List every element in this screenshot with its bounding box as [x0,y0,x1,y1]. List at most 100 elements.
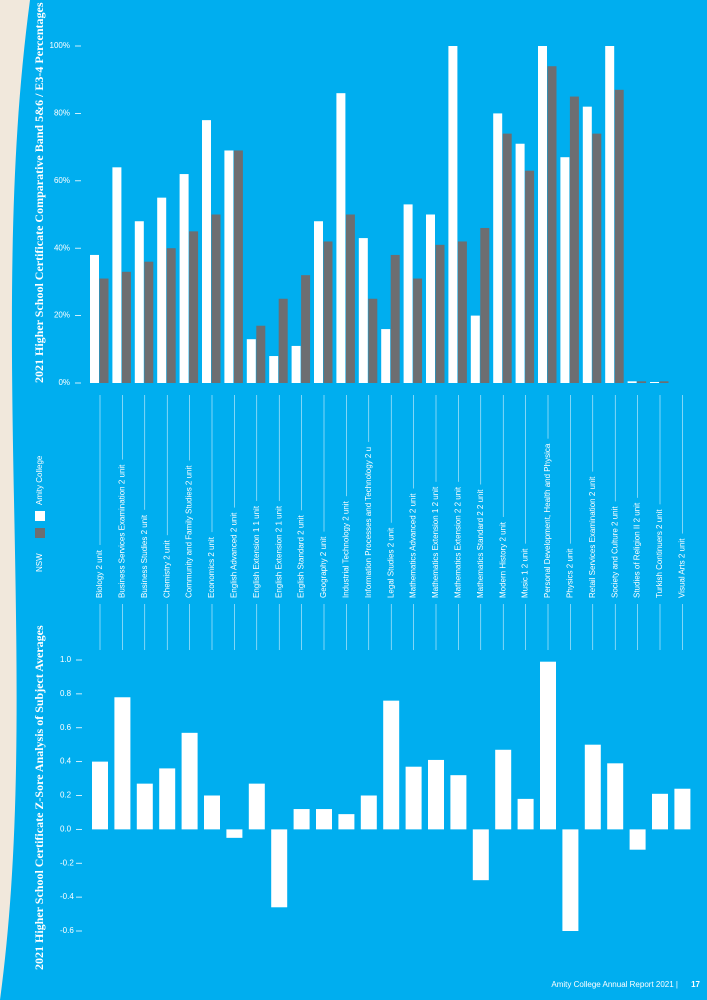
bar [269,356,279,383]
legend-swatch [35,511,45,521]
y-tick-label: 80% [54,109,70,118]
bar [345,214,355,383]
bar [569,96,579,384]
category-label: Industrial Technology 2 unit [342,500,351,598]
footer-page: 17 [691,980,700,989]
y-tick-label: 40% [54,243,70,252]
bar [547,66,557,383]
category-label: Physics 2 unit [566,548,575,598]
bar [99,278,109,383]
bar [426,214,435,383]
category-label: English Advanced 2 unit [230,512,239,598]
bar [607,763,624,830]
y-tick-label: 60% [54,176,70,185]
y-tick-label: 0.2 [60,791,72,800]
bar [470,315,480,383]
bar [652,793,668,830]
bar [314,221,323,383]
legend-label: NSW [35,553,44,572]
bar [435,244,445,383]
bar [674,788,691,830]
bar [495,749,512,830]
bar [428,759,444,830]
bar [480,227,490,383]
bar [159,768,176,830]
bar [166,248,176,383]
bar [316,809,332,830]
bar [405,766,422,830]
category-label: Economics 2 unit [207,536,216,598]
bar [450,775,467,830]
bar [278,298,288,383]
category-label: Studies of Religion II 2 unit [633,502,642,598]
bar [515,143,525,383]
bar [248,783,265,830]
bar [226,829,243,838]
bar [157,197,167,383]
bar [502,133,512,383]
legend-label: Amity College [35,455,44,505]
bar [202,120,211,383]
category-label: Community and Family Studies 2 unit [185,465,194,598]
bar [90,254,99,383]
edge-curve [0,0,30,1000]
footer-text: Amity College Annual Report 2021 | [551,980,678,989]
bar [448,46,458,383]
bar [92,761,108,830]
bar [381,329,391,383]
bar [582,106,592,383]
bar [301,275,311,383]
category-label: Turkish Continuers 2 unit [655,509,664,598]
bar [605,46,615,383]
bar [403,204,413,383]
bar [562,829,579,931]
bar [112,167,122,383]
bar [584,744,601,830]
category-label: Music 1 2 unit [521,548,530,598]
y-tick-label: 0.0 [60,824,72,833]
bar [368,298,378,383]
bar [457,241,467,383]
bar [517,798,534,830]
bar [383,700,400,830]
y-tick-label: 0.8 [60,689,72,698]
bar [472,829,489,881]
bar [204,795,220,830]
y-tick-label: 100% [50,41,70,50]
legend-swatch [35,528,45,538]
bar [627,381,637,383]
bar [291,345,301,383]
category-label: Legal Studies 2 unit [386,527,395,598]
y-tick-label: 0% [58,378,70,387]
bar [538,46,547,383]
category-label: Society and Culture 2 unit [610,506,619,598]
chart-title: 2021 Higher School Certificate Z-Sore An… [32,625,46,970]
bar [323,241,333,383]
bar [189,231,199,383]
category-label: Visual Arts 2 unit [678,538,687,598]
category-label: Mathematics Standard 2 2 unit [476,489,485,598]
bar [650,381,659,383]
category-label: Information Processes and Technology 2 u [364,447,373,598]
bar [179,174,189,383]
y-tick-label: 20% [54,311,70,320]
bar [338,814,355,830]
y-tick-label: -0.4 [60,892,74,901]
category-label: Business Studies 2 unit [140,514,149,598]
bar [659,381,669,383]
category-label: Geography 2 unit [319,536,328,598]
category-label: Mathematics Extension 2 2 unit [454,486,463,598]
y-tick-label: 0.4 [60,757,72,766]
bar [256,325,266,383]
bar [336,93,346,384]
bar [233,150,243,383]
bar [136,783,153,830]
bar [114,697,131,830]
bar [271,829,288,908]
bar [293,809,310,830]
bar [413,278,423,383]
bar [629,829,646,850]
bar [614,89,624,383]
